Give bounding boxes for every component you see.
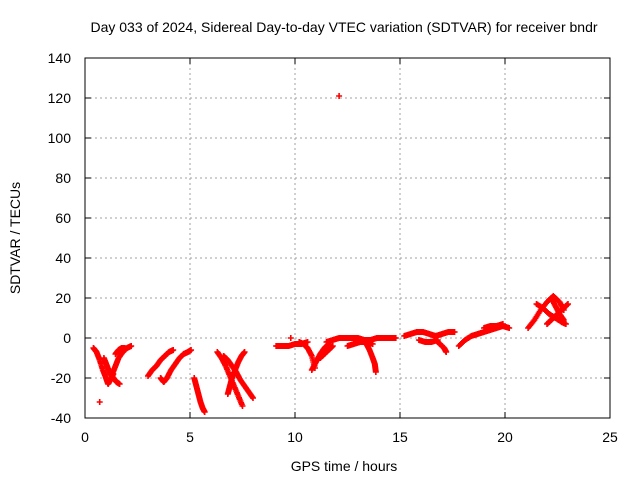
x-tick-label: 25 <box>602 429 618 445</box>
y-axis-label: SDTVAR / TECUs <box>7 182 23 294</box>
series-arc-11 <box>96 399 103 405</box>
series-arc-30 <box>548 295 567 323</box>
chart-title: Day 033 of 2024, Sidereal Day-to-day VTE… <box>90 19 597 35</box>
data-point <box>369 341 376 347</box>
x-axis-ticks: 0 5 10 15 20 25 <box>81 58 618 445</box>
series-arc-6 <box>157 347 195 385</box>
data-point <box>128 343 135 349</box>
data-point <box>241 349 248 355</box>
data-point <box>329 343 336 349</box>
data-point <box>201 409 208 415</box>
data-point <box>565 301 571 307</box>
data-point <box>96 399 103 405</box>
data-point <box>250 395 256 401</box>
y-tick-label: -20 <box>51 370 71 386</box>
y-tick-label: 100 <box>48 130 72 146</box>
series-arc-22 <box>401 329 458 339</box>
data-point <box>499 321 506 327</box>
series-arc-10 <box>224 349 248 397</box>
x-tick-label: 5 <box>186 429 194 445</box>
grid-lines <box>85 58 610 418</box>
data-points <box>90 93 571 415</box>
y-tick-label: 120 <box>48 90 72 106</box>
x-axis-label: GPS time / hours <box>291 458 398 474</box>
data-point <box>336 93 343 99</box>
data-point <box>287 335 294 341</box>
data-point <box>560 317 567 323</box>
series-arc-24 <box>432 337 450 355</box>
series-arc-18 <box>336 93 343 99</box>
data-point <box>116 381 123 387</box>
series-arc-7 <box>191 375 208 415</box>
series-arc-16 <box>317 343 336 361</box>
data-point <box>170 347 177 353</box>
series-arc-17 <box>323 335 349 345</box>
y-tick-label: 80 <box>55 170 71 186</box>
data-point <box>372 369 379 375</box>
y-tick-label: 0 <box>63 330 71 346</box>
x-tick-label: 0 <box>81 429 89 445</box>
data-point <box>304 339 311 345</box>
series-arc-12 <box>273 339 311 349</box>
data-point <box>392 335 399 341</box>
y-tick-label: -40 <box>51 410 71 426</box>
series-arc-26 <box>481 321 506 331</box>
x-tick-label: 15 <box>392 429 408 445</box>
data-point <box>239 403 246 409</box>
y-tick-label: 140 <box>48 50 72 66</box>
series-arc-5 <box>145 347 177 379</box>
y-tick-label: 60 <box>55 210 71 226</box>
series-arc-4 <box>112 345 128 357</box>
x-tick-label: 10 <box>287 429 303 445</box>
data-point <box>188 347 195 353</box>
data-point <box>443 349 450 355</box>
x-tick-label: 20 <box>497 429 513 445</box>
data-point <box>121 345 128 351</box>
data-point <box>506 325 513 331</box>
series-arc-13 <box>287 335 294 341</box>
data-point <box>562 321 569 327</box>
y-axis-ticks: -40 -20 0 20 40 60 80 100 120 140 <box>48 50 610 426</box>
series-arc-21 <box>363 341 379 375</box>
data-point <box>451 329 458 335</box>
series-arc-15 <box>308 341 332 373</box>
y-tick-label: 20 <box>55 290 71 306</box>
y-tick-label: 40 <box>55 250 71 266</box>
plot-frame <box>84 57 611 419</box>
